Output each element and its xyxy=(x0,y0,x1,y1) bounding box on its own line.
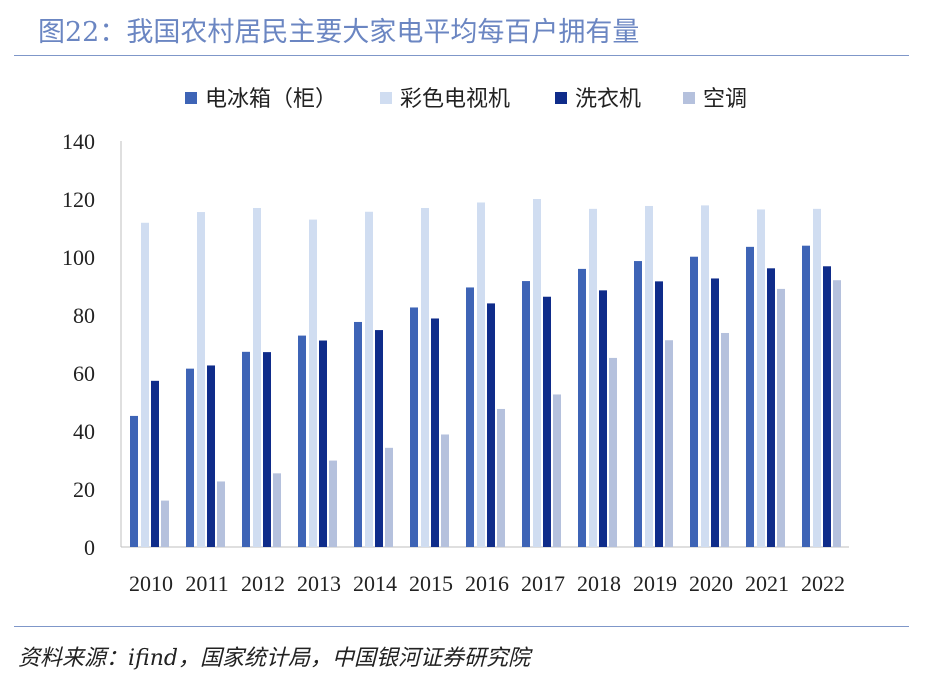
chart-title: 图22：我国农村居民主要大家电平均每百户拥有量 xyxy=(38,17,640,48)
bar-2011-2 xyxy=(207,365,215,547)
bar-2017-1 xyxy=(533,199,541,547)
bar-2020-1 xyxy=(701,205,709,547)
y-tick-label: 0 xyxy=(84,535,95,560)
bar-2013-3 xyxy=(329,460,337,547)
bar-2011-1 xyxy=(197,212,205,548)
legend-swatch xyxy=(555,92,567,104)
bar-2010-3 xyxy=(161,500,169,547)
bar-2014-2 xyxy=(375,330,383,547)
bar-2016-1 xyxy=(477,202,485,548)
bar-2018-3 xyxy=(609,357,617,547)
bar-2020-0 xyxy=(690,256,698,547)
bar-2020-2 xyxy=(711,278,719,547)
y-tick-label: 80 xyxy=(73,303,95,328)
bar-2018-0 xyxy=(578,268,586,547)
x-tick-label: 2020 xyxy=(689,571,733,596)
title-divider xyxy=(14,55,909,56)
bar-2019-1 xyxy=(645,205,653,547)
legend-label: 空调 xyxy=(703,87,747,112)
legend-swatch xyxy=(683,92,695,104)
bar-2019-0 xyxy=(634,261,642,547)
bar-2011-3 xyxy=(217,481,225,547)
x-tick-label: 2013 xyxy=(297,571,341,596)
bar-2012-3 xyxy=(273,473,281,547)
legend-label: 洗衣机 xyxy=(575,87,641,112)
bar-2022-1 xyxy=(813,208,821,548)
bar-2010-2 xyxy=(151,380,159,547)
x-tick-label: 2012 xyxy=(241,571,285,596)
bar-2021-3 xyxy=(777,288,785,547)
bar-2020-3 xyxy=(721,332,729,547)
bar-2018-1 xyxy=(589,208,597,548)
bar-2016-0 xyxy=(466,287,474,547)
bar-2014-1 xyxy=(365,211,373,547)
bar-2017-0 xyxy=(522,281,530,547)
bar-2016-2 xyxy=(487,303,495,547)
bar-2021-1 xyxy=(757,209,765,547)
bar-2013-1 xyxy=(309,219,317,547)
bar-2012-0 xyxy=(242,351,250,547)
bar-2018-2 xyxy=(599,290,607,547)
bar-2014-0 xyxy=(354,321,362,547)
bar-2019-2 xyxy=(655,281,663,547)
bar-2019-3 xyxy=(665,340,673,547)
x-tick-label: 2015 xyxy=(409,571,453,596)
x-tick-label: 2017 xyxy=(521,571,565,596)
x-tick-label: 2018 xyxy=(577,571,621,596)
source-note: 资料来源：ifind，国家统计局，中国银河证券研究院 xyxy=(18,646,530,671)
bar-2015-1 xyxy=(421,207,429,548)
y-tick-label: 140 xyxy=(62,129,95,154)
bar-2012-1 xyxy=(253,207,261,548)
bar-2015-2 xyxy=(431,318,439,547)
bar-2021-2 xyxy=(767,268,775,547)
bar-2017-3 xyxy=(553,394,561,547)
bar-2010-1 xyxy=(141,222,149,547)
bar-2016-3 xyxy=(497,408,505,547)
bar-2015-3 xyxy=(441,434,449,547)
x-tick-label: 2010 xyxy=(129,571,173,596)
x-tick-label: 2022 xyxy=(801,571,845,596)
bar-2013-2 xyxy=(319,340,327,547)
bar-2011-0 xyxy=(186,368,194,547)
legend-swatch xyxy=(185,92,197,104)
y-tick-label: 20 xyxy=(73,477,95,502)
y-tick-label: 40 xyxy=(73,419,95,444)
y-tick-label: 100 xyxy=(62,245,95,270)
legend-label: 彩色电视机 xyxy=(400,87,510,112)
bar-2014-3 xyxy=(385,447,393,547)
bar-2015-0 xyxy=(410,307,418,547)
legend-label: 电冰箱（柜） xyxy=(205,87,337,112)
y-tick-label: 120 xyxy=(62,187,95,212)
y-tick-label: 60 xyxy=(73,361,95,386)
source-divider xyxy=(14,626,909,627)
bar-2013-0 xyxy=(298,335,306,547)
x-tick-label: 2019 xyxy=(633,571,677,596)
x-tick-label: 2014 xyxy=(353,571,397,596)
bar-2021-0 xyxy=(746,246,754,547)
bar-2012-2 xyxy=(263,352,271,547)
bar-2017-2 xyxy=(543,296,551,547)
bar-2010-0 xyxy=(130,415,138,547)
x-tick-label: 2016 xyxy=(465,571,509,596)
x-tick-label: 2011 xyxy=(185,571,228,596)
x-tick-label: 2021 xyxy=(745,571,789,596)
bar-2022-0 xyxy=(802,245,810,547)
legend-swatch xyxy=(380,92,392,104)
bar-2022-2 xyxy=(823,266,831,547)
bar-2022-3 xyxy=(833,280,841,547)
